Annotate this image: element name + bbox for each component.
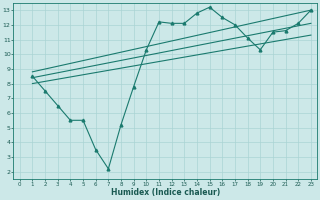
X-axis label: Humidex (Indice chaleur): Humidex (Indice chaleur) [111,188,220,197]
